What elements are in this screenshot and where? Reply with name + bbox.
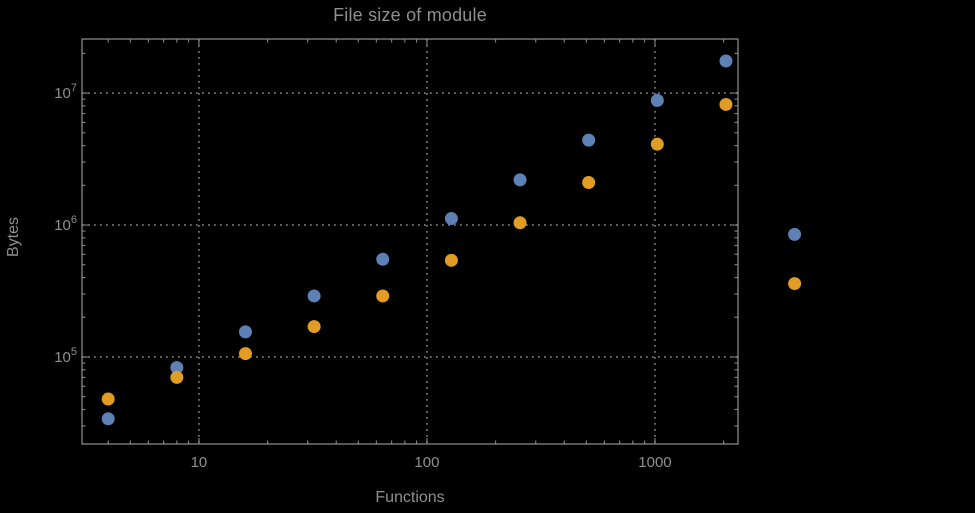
series-blue-point [101, 412, 115, 426]
series-blue-point [376, 252, 390, 266]
series-orange-point [788, 277, 802, 291]
series-blue-point [513, 173, 527, 187]
series-blue-point [444, 212, 458, 226]
series-blue-point [788, 227, 802, 241]
y-tick-label: 107 [54, 82, 77, 102]
series-orange-point [513, 216, 527, 230]
series-orange-point [101, 392, 115, 406]
y-tick-label: 105 [54, 346, 77, 366]
chart-title: File size of module [333, 5, 487, 25]
x-tick-label: 100 [414, 454, 439, 471]
plot-frame [81, 38, 739, 445]
x-axis-label: Functions [375, 489, 445, 506]
series-orange-point [170, 370, 184, 384]
series-orange-point [650, 137, 664, 151]
series-blue-point [170, 361, 184, 375]
series-blue-point [719, 54, 733, 68]
series-orange-point [376, 289, 390, 303]
series-blue-point [582, 133, 596, 147]
series-blue-point [307, 289, 321, 303]
series-orange-point [238, 347, 252, 361]
x-tick-label: 1000 [638, 454, 671, 471]
series-orange-point [307, 320, 321, 334]
series-orange-point [582, 176, 596, 190]
x-tick-label: 10 [191, 454, 208, 471]
series-blue-point [238, 325, 252, 339]
y-tick-label: 106 [54, 214, 77, 234]
series-orange-point [719, 97, 733, 111]
series-blue-point [650, 93, 664, 107]
series-orange-point [444, 253, 458, 267]
